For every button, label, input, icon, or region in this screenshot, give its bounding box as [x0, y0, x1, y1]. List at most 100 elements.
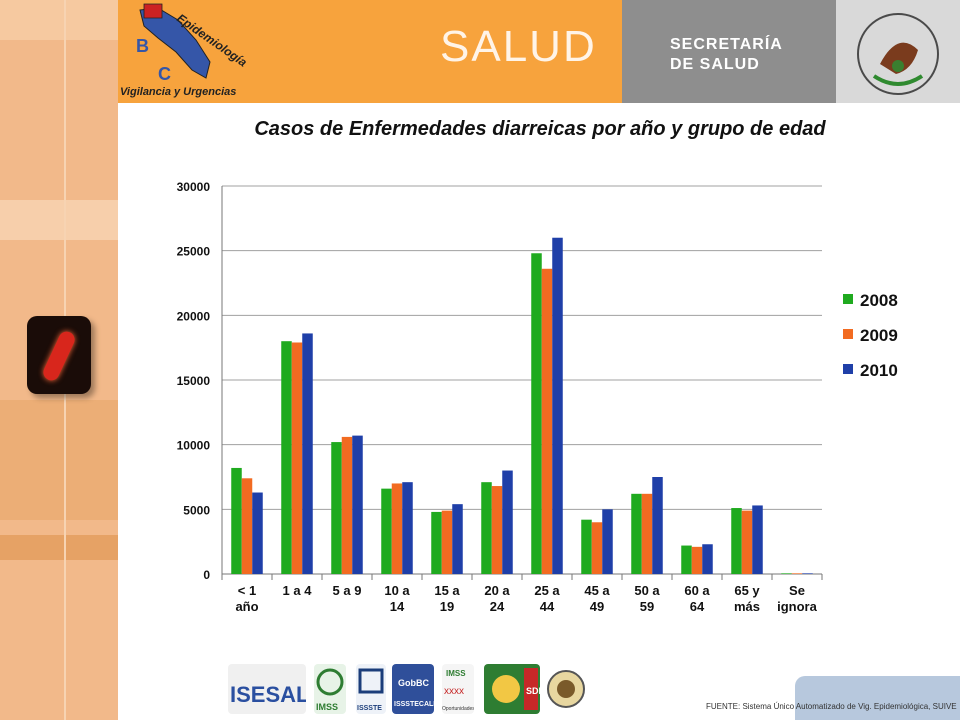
issstecali-logo: GobBC ISSSTECALI: [392, 664, 435, 714]
bar-2008-1: [281, 341, 292, 574]
x-tick-label: 15 a: [434, 583, 460, 598]
issste-logo: ISSSTE: [356, 664, 386, 714]
isesalud-logo: ISESALUD: [228, 664, 341, 714]
issstecali-logo-icon: GobBC ISSSTECALI: [394, 678, 435, 708]
legend-label-2009: 2009: [860, 326, 898, 345]
epidemiologia-logo: B C Epidemiología Vigilancia y Urgencias: [118, 0, 268, 103]
x-tick-label: 25 a: [534, 583, 560, 598]
bar-2008-7: [581, 519, 592, 574]
y-tick-label: 20000: [177, 309, 211, 323]
secretaria-banner: SECRETARÍA DE SALUD: [622, 0, 836, 103]
bar-2010-7: [602, 509, 613, 574]
bar-2009-1: [291, 342, 303, 574]
legend-swatch-2009: [843, 329, 853, 339]
bar-2009-8: [641, 493, 653, 574]
bar-2009-6: [541, 268, 553, 574]
bar-2009-10: [741, 510, 753, 574]
legend-label-2010: 2010: [860, 361, 898, 380]
legend-label-2008: 2008: [860, 291, 898, 310]
imss-logo-icon: IMSS: [316, 668, 344, 712]
isesalud-logo-icon: ISESALUD: [230, 682, 341, 707]
x-tick-label: más: [734, 599, 760, 614]
svg-text:ISESALUD: ISESALUD: [230, 682, 306, 707]
y-tick-label: 15000: [177, 374, 211, 388]
bar-2010-11: [802, 573, 813, 574]
x-tick-label: ignora: [777, 599, 817, 614]
x-tick-label: < 1: [238, 583, 256, 598]
x-tick-label: 50 a: [634, 583, 660, 598]
bar-2009-11: [791, 573, 803, 574]
x-tick-label: 44: [540, 599, 555, 614]
bar-2009-5: [491, 486, 503, 574]
bar-2010-9: [702, 544, 713, 574]
strip-band: [0, 200, 118, 240]
bar-2009-9: [691, 546, 703, 574]
bar-2009-4: [441, 510, 453, 574]
issste-logo-icon: ISSSTE: [357, 668, 384, 712]
strip-band: [0, 0, 118, 40]
bar-2010-8: [652, 477, 663, 574]
x-tick-label: 1 a 4: [283, 583, 313, 598]
x-tick-label: 64: [690, 599, 705, 614]
source-background: [795, 676, 960, 720]
x-tick-label: 49: [590, 599, 604, 614]
svg-text:GobBC: GobBC: [398, 678, 429, 688]
y-tick-label: 10000: [177, 439, 211, 453]
legend-swatch-2010: [843, 364, 853, 374]
state-seal-icon: [547, 670, 585, 708]
bar-2010-1: [302, 333, 313, 574]
y-tick-label: 30000: [177, 180, 211, 194]
bar-2010-4: [452, 504, 463, 574]
svg-text:C: C: [158, 64, 171, 84]
bar-2010-6: [552, 237, 563, 574]
svg-text:ISSSTECALI: ISSSTECALI: [394, 701, 434, 708]
bar-2008-5: [481, 482, 492, 574]
bar-2008-4: [431, 511, 442, 574]
bar-2010-3: [402, 482, 413, 574]
baja-california-map-icon: B C Epidemiología Vigilancia y Urgencias: [120, 3, 250, 98]
bacterium-image: [27, 316, 91, 394]
x-tick-label: año: [235, 599, 258, 614]
bar-2008-8: [631, 493, 642, 574]
bar-2009-0: [241, 478, 253, 574]
imss-oportunidades-logo: IMSS xxxx Oportunidades: [442, 664, 475, 714]
y-tick-label: 0: [203, 568, 210, 582]
svg-text:Vigilancia y Urgencias: Vigilancia y Urgencias: [120, 86, 236, 98]
bar-2010-10: [752, 505, 763, 574]
x-tick-label: 60 a: [684, 583, 710, 598]
x-tick-label: 20 a: [484, 583, 510, 598]
bar-2008-10: [731, 508, 742, 574]
salud-label: SALUD: [440, 22, 597, 71]
svg-text:ISSSTE: ISSSTE: [357, 705, 382, 712]
svg-text:IMSS: IMSS: [316, 702, 338, 712]
y-tick-label: 5000: [183, 503, 210, 517]
x-tick-label: 10 a: [384, 583, 410, 598]
bar-2010-0: [252, 492, 263, 574]
bar-2008-11: [781, 573, 792, 574]
bar-2010-2: [352, 435, 363, 574]
bar-2008-6: [531, 253, 542, 574]
sdn-logo-icon: SDN: [492, 668, 545, 710]
svg-text:xxxx: xxxx: [444, 686, 464, 697]
x-tick-label: 14: [390, 599, 405, 614]
svg-text:Oportunidades: Oportunidades: [442, 706, 474, 712]
imss-logo: IMSS: [314, 664, 346, 714]
bar-2008-9: [681, 545, 692, 574]
legend-swatch-2008: [843, 294, 853, 304]
bar-2009-7: [591, 522, 603, 574]
salud-banner: SALUD: [268, 0, 622, 103]
bar-2008-2: [331, 442, 342, 574]
sdn-logo: SDN: [484, 664, 545, 714]
svg-text:SDN: SDN: [526, 686, 540, 696]
strip-band: [0, 400, 118, 520]
x-tick-label: 5 a 9: [333, 583, 362, 598]
mexico-seal: [836, 0, 960, 103]
source-note: FUENTE: Sistema Único Automatizado de Vi…: [706, 702, 957, 711]
chart-title: Casos de Enfermedades diarreicas por año…: [254, 118, 826, 140]
eagle-seal-icon: [857, 13, 939, 95]
x-tick-label: 65 y: [734, 583, 760, 598]
secretaria-line1: SECRETARÍA: [670, 36, 783, 53]
svg-text:B: B: [136, 36, 149, 56]
y-tick-label: 25000: [177, 245, 211, 259]
bar-2009-2: [341, 436, 353, 574]
